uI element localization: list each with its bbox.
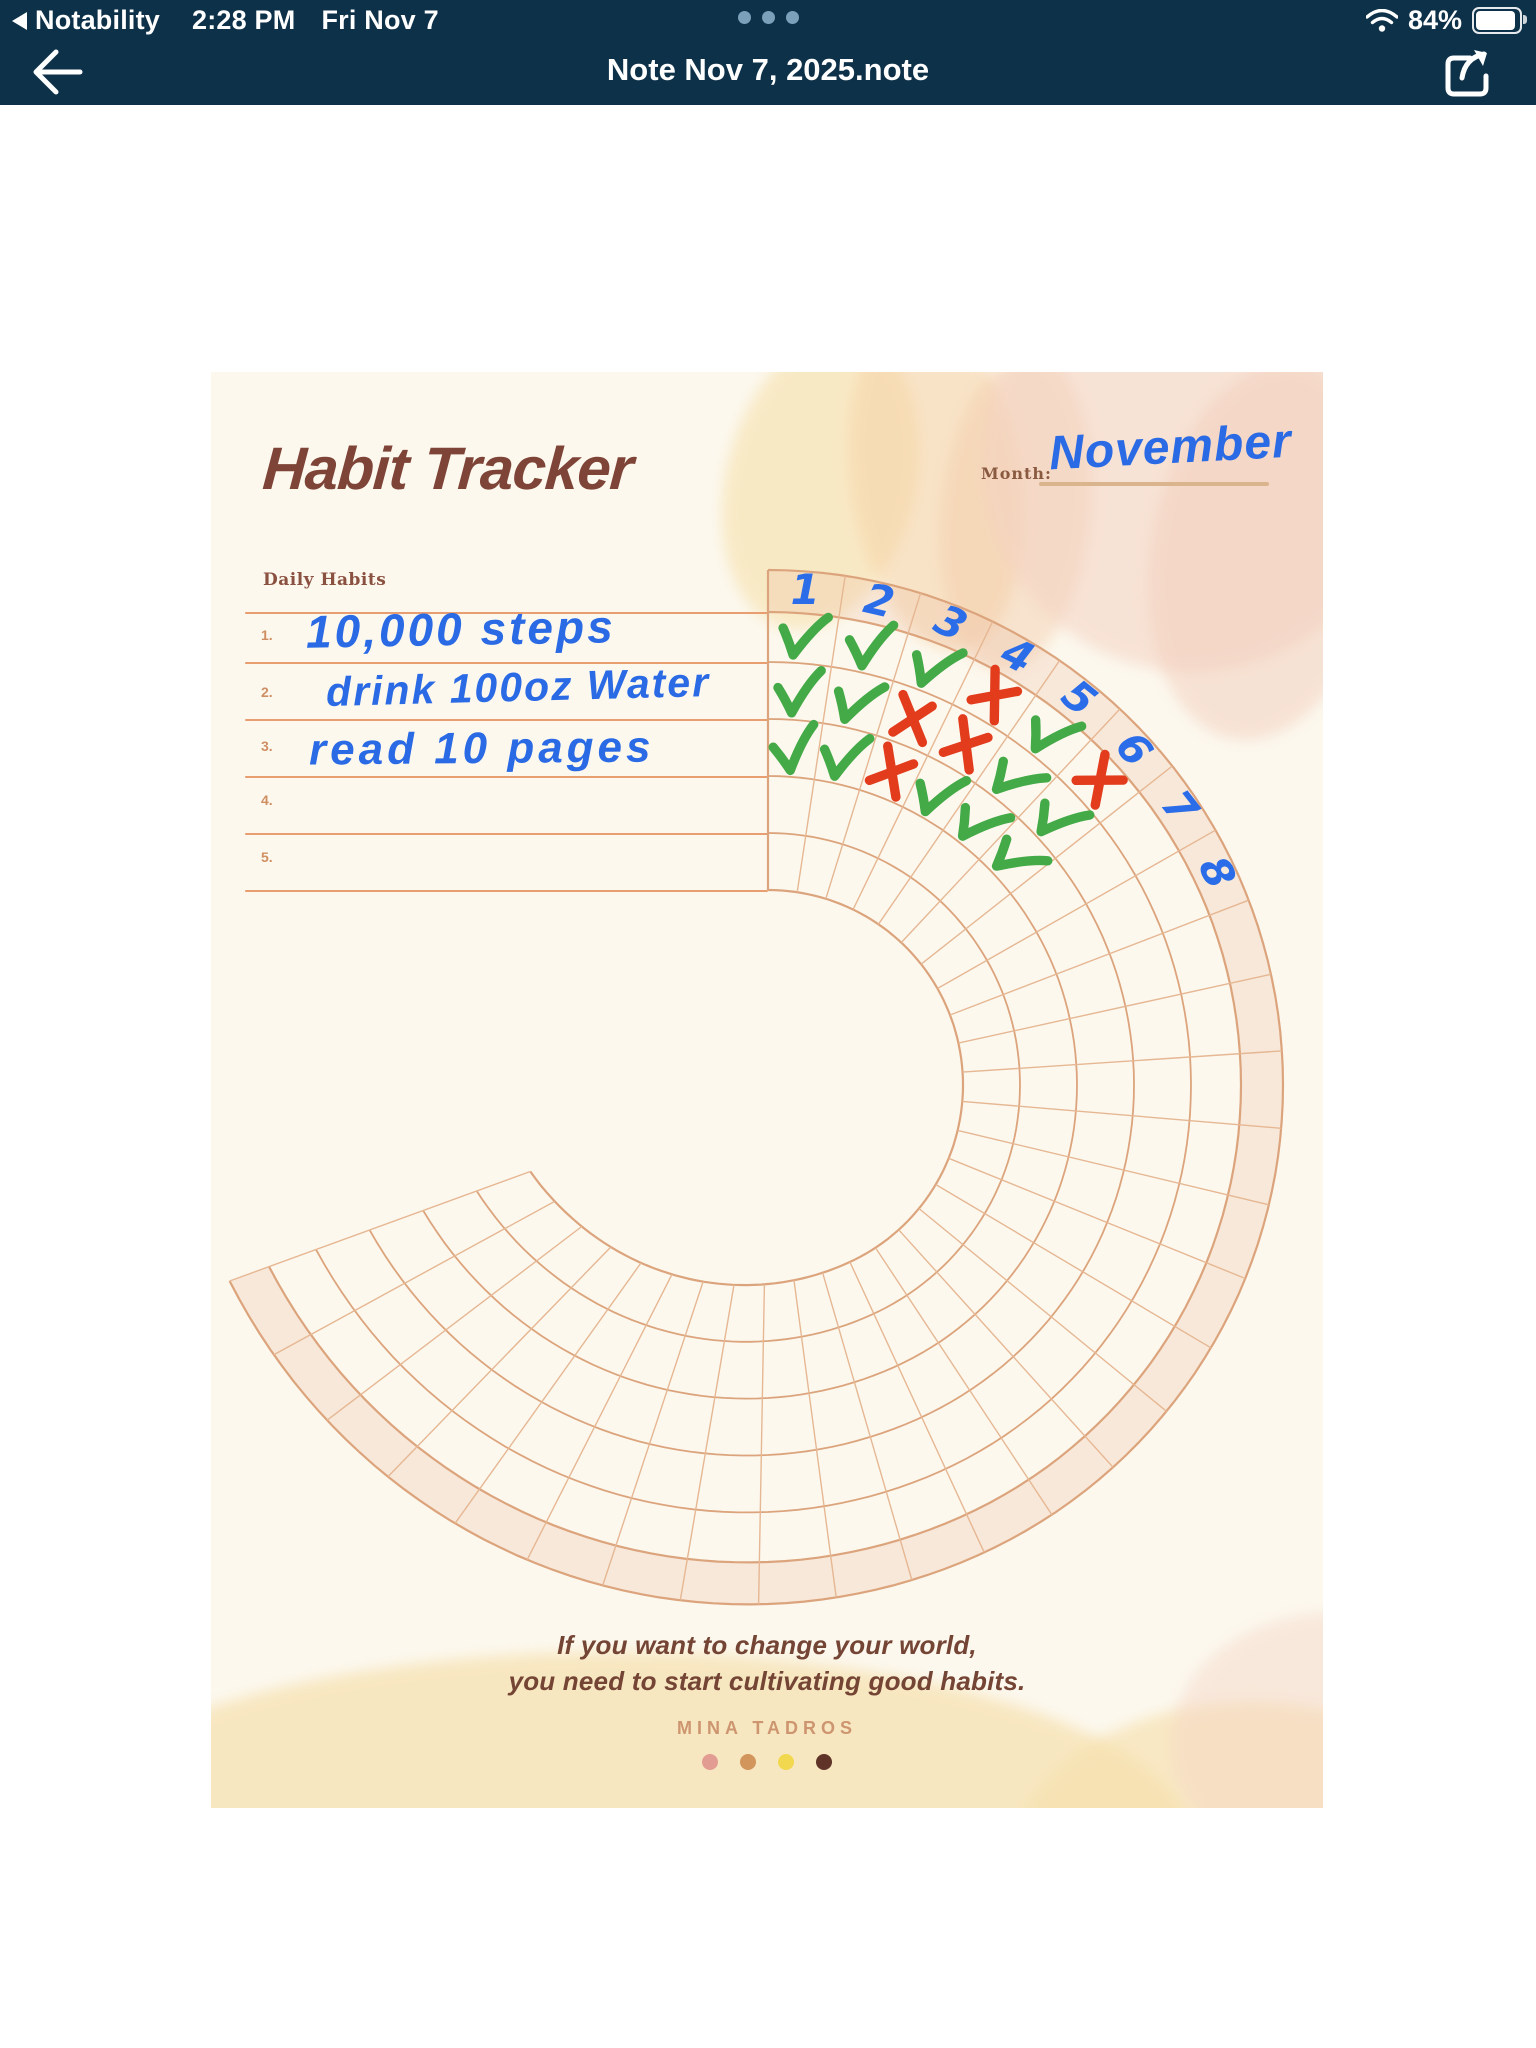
check-mark — [911, 648, 968, 688]
handwriting-habit-1: 10,000 steps — [305, 600, 617, 658]
check-mark — [833, 682, 890, 724]
check-mark — [778, 612, 833, 660]
back-to-app-label: Notability — [35, 5, 161, 35]
cross-mark — [938, 714, 993, 775]
daily-habits-label: Daily Habits — [263, 570, 387, 590]
habit-line — [245, 890, 768, 892]
battery-icon — [1472, 7, 1527, 34]
cross-mark — [1071, 749, 1128, 810]
note-page[interactable]: Habit Tracker Month: Daily Habits 1. 2. … — [211, 372, 1323, 1808]
habit-row-number: 3. — [261, 738, 273, 754]
palette-dot — [702, 1754, 718, 1770]
handwriting-habit-2: drink 100oz Water — [325, 658, 711, 716]
check-mark — [844, 620, 899, 671]
cross-mark — [888, 689, 937, 748]
quote-line-1: If you want to change your world, — [557, 1630, 977, 1660]
habit-line — [245, 662, 768, 664]
habit-line — [245, 719, 768, 721]
check-mark — [773, 666, 826, 718]
check-mark — [1036, 798, 1095, 837]
share-button[interactable] — [1440, 46, 1504, 98]
back-to-app-chip[interactable]: Notability — [12, 5, 160, 36]
habit-line — [245, 833, 768, 835]
wifi-icon — [1365, 8, 1398, 32]
habit-row-number: 1. — [261, 627, 273, 643]
note-title: Note Nov 7, 2025.note — [606, 52, 930, 87]
cross-mark — [966, 664, 1023, 726]
handwriting-habit-3: read 10 pages — [308, 722, 655, 775]
palette-dot — [740, 1754, 756, 1770]
status-bar: Notability 2:28 PM Fri Nov 7 84% — [0, 0, 1536, 38]
check-mark — [957, 802, 1016, 841]
author-name: MINA TADROS — [677, 1718, 857, 1738]
check-mark — [991, 756, 1052, 795]
quote-line-2: you need to start cultivating good habit… — [508, 1666, 1026, 1696]
back-button[interactable] — [30, 46, 94, 98]
share-icon — [1445, 50, 1489, 97]
check-mark — [991, 834, 1053, 871]
battery-percent: 84% — [1407, 5, 1462, 35]
month-label: Month: — [981, 464, 1052, 483]
status-time: 2:28 PM — [192, 5, 296, 35]
cross-mark — [864, 741, 919, 802]
check-mark — [915, 775, 972, 817]
day-number: 1 — [790, 565, 819, 614]
check-mark — [1030, 715, 1087, 754]
multitasking-pill[interactable] — [0, 11, 1536, 24]
status-date: Fri Nov 7 — [321, 5, 439, 35]
palette-dot — [816, 1754, 832, 1770]
habit-line — [245, 776, 768, 778]
palette-dot — [778, 1754, 794, 1770]
nav-bar: Note Nov 7, 2025.note — [0, 38, 1536, 105]
month-underline — [1039, 482, 1269, 486]
app-header: Notability 2:28 PM Fri Nov 7 84% — [0, 0, 1536, 105]
habit-row-number: 4. — [261, 792, 273, 808]
habit-row-number: 5. — [261, 849, 273, 865]
check-mark — [819, 733, 875, 781]
habit-line — [245, 612, 768, 614]
check-mark — [768, 719, 819, 776]
habit-row-number: 2. — [261, 684, 273, 700]
palette-dots — [211, 1754, 1323, 1770]
back-to-app-icon — [12, 11, 27, 30]
